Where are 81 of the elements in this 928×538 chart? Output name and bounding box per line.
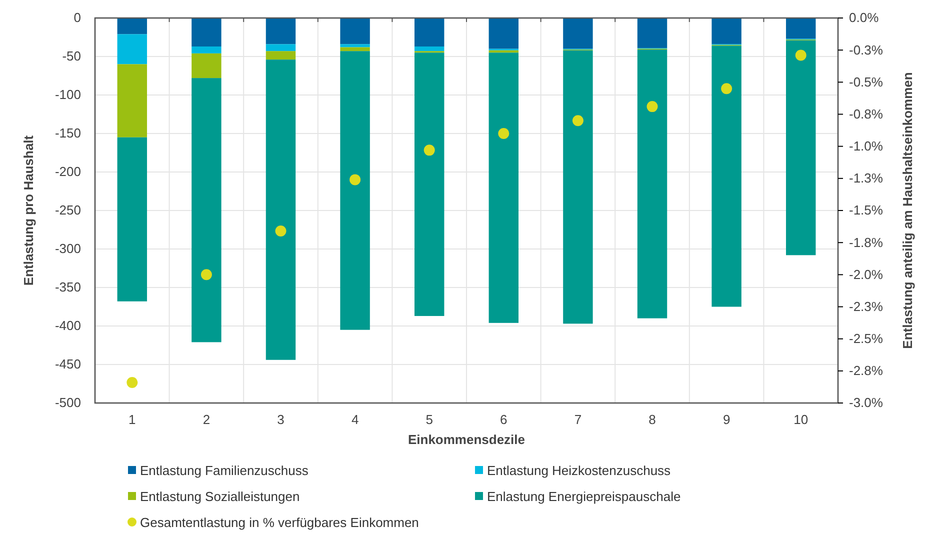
bar (488, 18, 519, 49)
legend-label: Entlastung Familienzuschuss (140, 463, 309, 478)
bar (192, 18, 222, 46)
bar (414, 52, 444, 316)
x-axis-title: Einkommensdezile (408, 432, 526, 447)
point (572, 115, 584, 126)
bar (563, 50, 593, 324)
bar (192, 53, 222, 78)
y2-tick-label: -0.5% (849, 74, 884, 90)
point (646, 101, 658, 112)
x-tick-label: 1 (128, 412, 136, 428)
bar (117, 64, 148, 138)
y2-tick-label: -1.0% (849, 138, 884, 154)
y2-tick-label: -3.0% (849, 395, 884, 410)
y2-tick-label: -1.5% (849, 202, 884, 218)
bar (786, 40, 816, 256)
bar (117, 18, 148, 34)
x-tick-label: 7 (574, 412, 582, 428)
y2-axis-title: Entlastung anteilig am Haushaltseinkommen (900, 72, 915, 349)
x-tick-label: 9 (722, 412, 730, 428)
x-tick-label: 5 (426, 412, 433, 428)
point (498, 128, 510, 139)
point (275, 226, 286, 237)
y-tick-label: -200 (54, 164, 81, 180)
bar (340, 44, 370, 48)
x-tick-label: 4 (351, 412, 359, 428)
bar (266, 44, 296, 52)
y2-tick-label: -2.0% (849, 266, 884, 282)
bar (192, 46, 222, 54)
x-tick-label: 2 (202, 412, 210, 428)
x-tick-label: 3 (277, 412, 284, 428)
y-axis-title: Entlastung pro Haushalt (21, 134, 36, 286)
y2-tick-label: -0.3% (849, 42, 884, 58)
bar (488, 52, 519, 323)
bar (340, 47, 370, 52)
bar (266, 51, 296, 60)
bar (637, 18, 668, 48)
y2-tick-label: -1.3% (849, 170, 884, 186)
bar (340, 18, 370, 44)
y-tick-label: -300 (54, 241, 81, 256)
y-tick-label: -500 (54, 395, 81, 410)
bar (786, 18, 816, 39)
point (795, 50, 806, 61)
bar (712, 46, 742, 307)
bar (414, 46, 444, 52)
bar (117, 34, 148, 64)
point (350, 174, 361, 186)
bar (266, 18, 296, 44)
legend-label: Enlastung Energiepreispauschale (487, 489, 681, 504)
y-tick-label: -100 (54, 87, 81, 102)
y-tick-label: -250 (54, 202, 81, 218)
bar (414, 18, 444, 46)
y2-tick-label: -2.3% (849, 298, 884, 314)
bar (192, 78, 222, 342)
y2-tick-label: -0.8% (849, 106, 884, 122)
point (126, 376, 138, 388)
legend-label: Gesamtentlastung in % verfügbares Einkommen (140, 515, 419, 530)
y-tick-label: -150 (54, 126, 81, 141)
y2-tick-label: 0.0% (849, 10, 880, 26)
bar (340, 51, 370, 330)
y-tick-label: 0 (74, 10, 81, 26)
bar (712, 18, 742, 44)
x-tick-label: 10 (794, 412, 808, 428)
point (424, 144, 435, 156)
y-tick-label: -450 (54, 356, 81, 372)
bar (266, 60, 296, 360)
x-tick-label: 8 (648, 412, 656, 428)
bar (637, 50, 668, 318)
legend-label: Entlastung Sozialleistungen (140, 489, 300, 504)
bar (563, 18, 593, 49)
y2-tick-label: -2.5% (849, 330, 884, 346)
y-tick-label: -400 (54, 318, 81, 334)
point (200, 269, 212, 280)
y-tick-label: -350 (54, 280, 81, 295)
y2-tick-label: -2.8% (849, 363, 884, 378)
bar (117, 137, 148, 302)
legend-label: Entlastung Heizkostenzuschuss (487, 463, 672, 478)
point (721, 83, 732, 94)
x-tick-label: 6 (500, 412, 508, 428)
y-tick-label: -50 (62, 48, 81, 64)
y2-tick-label: -1.8% (849, 234, 884, 250)
